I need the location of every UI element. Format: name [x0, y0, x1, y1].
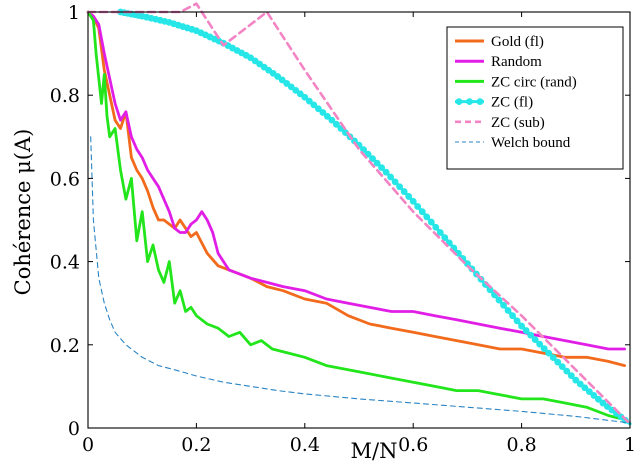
y-tick-label: 0.2 [50, 335, 80, 357]
legend-entry: ZC (sub) [455, 115, 545, 131]
legend-label: ZC (fl) [491, 95, 533, 111]
series-point [328, 116, 336, 124]
legend-label: ZC circ (rand) [491, 74, 577, 90]
series-line-5 [90, 136, 631, 424]
series-point [536, 340, 544, 348]
series-point [378, 164, 385, 172]
x-tick-label: 0.8 [506, 434, 536, 456]
series-line-2 [86, 10, 626, 422]
series-point [441, 234, 449, 242]
legend: Gold (fl) Random ZC circ (rand) ZC (fl) ZC (… [446, 26, 624, 170]
legend-label: Gold (fl) [491, 34, 544, 50]
series-point [418, 208, 426, 216]
series-point [464, 260, 471, 268]
series-point [572, 376, 580, 384]
series-3 [117, 8, 632, 426]
series-point [509, 312, 516, 320]
series-point [396, 183, 404, 191]
series-point [594, 395, 602, 403]
legend-entry: ZC circ (rand) [455, 74, 577, 90]
legend-entry: Random [455, 54, 542, 70]
axes-layer: 0 0.2 0.4 0.6 0.8 1 0 0.2 0.4 0.6 0.8 1 [50, 2, 636, 456]
series-point [531, 336, 539, 343]
series-point [563, 367, 571, 375]
series-line-4 [86, 2, 632, 426]
series-point [513, 317, 521, 325]
series-point [522, 327, 530, 334]
legend-swatch-dot [455, 98, 463, 105]
legend-entry: Welch bound [455, 135, 571, 151]
y-tick-label: 0 [68, 418, 80, 440]
series-point [391, 178, 399, 186]
series-4 [86, 2, 632, 426]
legend-label: Welch bound [491, 135, 571, 151]
series-point [549, 354, 557, 362]
series-point [554, 358, 562, 366]
series-point [387, 173, 395, 181]
series-point [585, 388, 593, 395]
series-5 [90, 136, 631, 424]
series-point [382, 168, 390, 176]
series-2 [86, 10, 626, 422]
series-point [590, 392, 598, 399]
x-tick-label: 0 [82, 434, 94, 456]
series-point [333, 120, 340, 128]
x-axis-title: M/N [351, 439, 398, 462]
y-axis-title: Cohérence μ(A) [11, 129, 35, 296]
legend-box [446, 26, 624, 170]
series-point [314, 105, 322, 113]
series-point [495, 296, 503, 304]
series-point [427, 218, 435, 226]
series-point [581, 384, 589, 392]
series-point [576, 380, 584, 388]
series-point [305, 97, 313, 105]
series-point [310, 101, 318, 109]
series-point [373, 159, 381, 167]
series-point [342, 129, 349, 137]
legend-entry: Gold (fl) [455, 34, 544, 50]
series-point [409, 197, 417, 205]
series-point [504, 307, 512, 314]
y-tick-label: 1 [68, 2, 80, 24]
legend-swatch-dot [476, 98, 484, 105]
x-tick-label: 1 [624, 434, 636, 456]
x-tick-label: 0.6 [398, 434, 428, 456]
series-point [405, 193, 413, 200]
series-point [414, 203, 422, 210]
series-point [423, 213, 431, 221]
x-tick-label: 0.2 [181, 434, 211, 456]
series-point [323, 112, 331, 120]
y-tick-label: 0.4 [50, 252, 80, 274]
legend-entry: ZC (fl) [455, 95, 533, 111]
series-point [567, 372, 575, 380]
series-point [432, 223, 440, 231]
legend-label: Random [491, 54, 542, 70]
series-point [500, 301, 507, 309]
series-point [558, 363, 566, 371]
y-tick-label: 0.6 [50, 168, 80, 190]
series-point [540, 345, 548, 353]
series-point [369, 155, 376, 163]
series-point [518, 322, 525, 330]
legend-label: ZC (sub) [491, 115, 545, 131]
y-tick-label: 0.8 [50, 85, 80, 107]
series-line-1 [86, 10, 626, 351]
series-point [351, 137, 358, 145]
series-layer [86, 2, 632, 426]
legend-swatch-dot [466, 98, 473, 105]
series-point [400, 188, 408, 195]
series-point [301, 93, 309, 101]
series-point [527, 331, 535, 339]
series-point [545, 349, 553, 357]
series-point [319, 109, 327, 116]
series-1 [86, 10, 626, 351]
series-point [436, 229, 444, 236]
plot-frame [87, 11, 631, 429]
x-tick-label: 0.4 [290, 434, 320, 456]
